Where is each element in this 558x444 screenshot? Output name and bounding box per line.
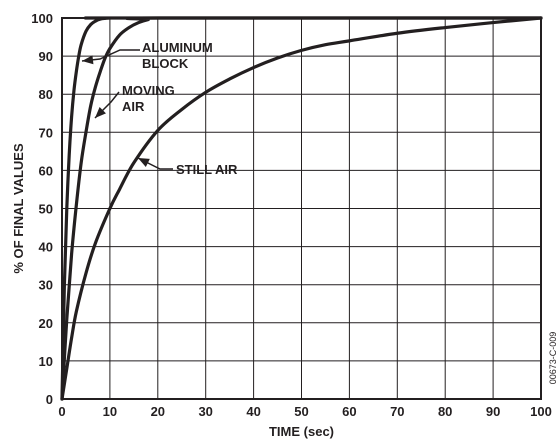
plot-frame	[61, 17, 542, 400]
x-tick-label: 30	[198, 404, 212, 419]
x-tick-label: 60	[342, 404, 356, 419]
annotation-label-aluminum-block: ALUMINUM	[142, 40, 213, 55]
x-tick-labels: 0 10 20 30 40 50 60 70 80 90 100	[58, 404, 551, 419]
arrow-icon	[82, 55, 94, 65]
x-tick-label: 0	[58, 404, 65, 419]
y-tick-label: 80	[39, 87, 53, 102]
series-line-still-air	[60, 16, 543, 401]
x-tick-label: 80	[438, 404, 452, 419]
y-tick-label: 100	[31, 11, 53, 26]
annotation-label-moving-air: MOVING	[122, 83, 175, 98]
y-tick-label: 60	[39, 163, 53, 178]
figure-id: 00673-C-009	[548, 332, 558, 385]
y-tick-label: 20	[39, 316, 53, 331]
x-axis-title: TIME (sec)	[269, 424, 334, 439]
annotation-label-moving-air: AIR	[122, 99, 145, 114]
arrow-icon	[95, 107, 106, 118]
x-tick-label: 50	[294, 404, 308, 419]
y-axis-title: % OF FINAL VALUES	[11, 143, 26, 274]
y-tick-label: 10	[39, 354, 53, 369]
x-tick-label: 40	[246, 404, 260, 419]
x-tick-label: 70	[390, 404, 404, 419]
y-tick-label: 70	[39, 125, 53, 140]
y-tick-label: 40	[39, 240, 53, 255]
y-tick-label: 50	[39, 202, 53, 217]
x-tick-label: 20	[151, 404, 165, 419]
x-tick-label: 10	[103, 404, 117, 419]
grid-lines	[61, 17, 542, 400]
x-tick-label: 100	[530, 404, 552, 419]
y-tick-label: 0	[46, 392, 53, 407]
y-tick-label: 90	[39, 49, 53, 64]
annotation-label-aluminum-block: BLOCK	[142, 56, 189, 71]
annotation-label-still-air: STILL AIR	[176, 162, 238, 177]
arrow-icon	[138, 158, 150, 167]
y-tick-labels: 0 10 20 30 40 50 60 70 80 90 100	[31, 11, 53, 407]
x-tick-label: 90	[486, 404, 500, 419]
y-tick-label: 30	[39, 278, 53, 293]
